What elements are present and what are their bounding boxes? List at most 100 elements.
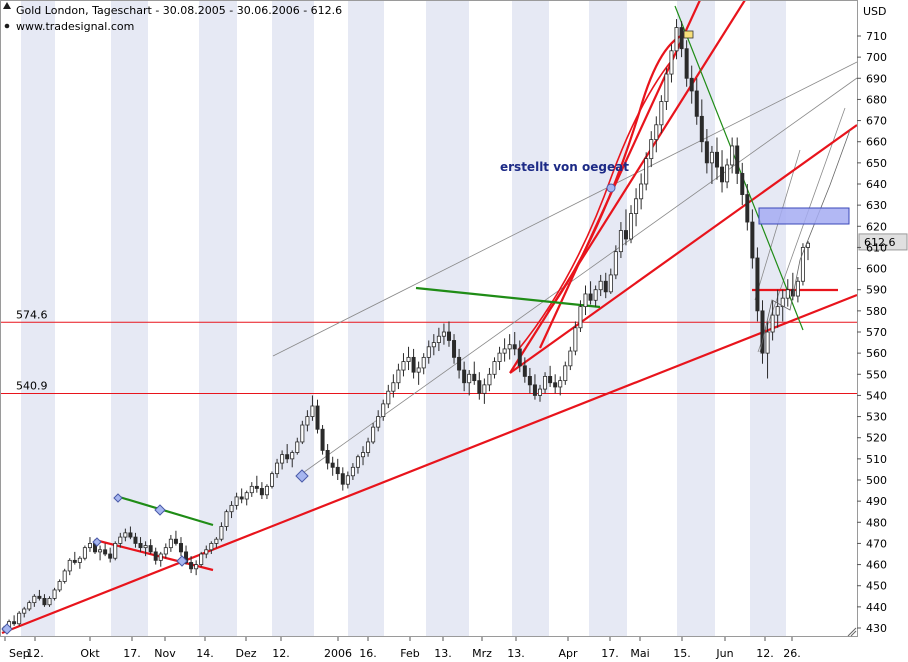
candle-body bbox=[361, 452, 366, 458]
candle-body bbox=[543, 375, 548, 390]
arrow-up-icon bbox=[3, 2, 11, 9]
candle-body bbox=[143, 545, 148, 549]
candle-body bbox=[527, 375, 532, 386]
candle-body bbox=[325, 449, 330, 464]
candle-body bbox=[103, 549, 108, 555]
chart-title: Gold London, Tageschart - 30.08.2005 - 3… bbox=[16, 4, 342, 17]
candle-body bbox=[158, 553, 163, 561]
candle-body bbox=[750, 221, 755, 259]
y-tick-label: 710 bbox=[866, 30, 887, 43]
candle-body bbox=[608, 274, 613, 293]
candle-body bbox=[330, 462, 335, 468]
candle-body bbox=[674, 27, 679, 52]
y-tick-label: 650 bbox=[866, 157, 887, 170]
candle-body bbox=[62, 570, 67, 582]
annotation-text: erstellt von oegeat bbox=[500, 160, 629, 174]
candle-body bbox=[371, 426, 376, 443]
candle-body bbox=[780, 297, 785, 308]
candle-body bbox=[583, 293, 588, 308]
channel-line bbox=[754, 149, 801, 301]
x-tick-label: 14. bbox=[196, 647, 214, 660]
x-tick-label: 12. bbox=[272, 647, 290, 660]
candle-body bbox=[452, 340, 457, 358]
candle-body bbox=[760, 310, 765, 354]
price-candles bbox=[2, 19, 811, 633]
x-tick-label: Apr bbox=[558, 647, 578, 660]
candle-body bbox=[699, 115, 704, 143]
candle-body bbox=[315, 405, 320, 430]
y-tick-label: 670 bbox=[866, 115, 887, 128]
candle-body bbox=[517, 348, 522, 367]
candle-body bbox=[416, 367, 421, 373]
candle-body bbox=[300, 424, 305, 443]
candle-body bbox=[77, 557, 82, 563]
candle-body bbox=[259, 488, 264, 496]
candle-body bbox=[264, 485, 269, 496]
y-tick-label: 490 bbox=[866, 495, 887, 508]
level-label: 574.6 bbox=[16, 308, 48, 321]
candle-body bbox=[214, 538, 219, 544]
candle-body bbox=[532, 384, 537, 396]
candle-body bbox=[98, 549, 103, 553]
candle-body bbox=[613, 251, 618, 276]
y-tick-label: 480 bbox=[866, 516, 887, 529]
y-tick-label: 500 bbox=[866, 474, 887, 487]
time-band bbox=[348, 1, 384, 637]
diamond-marker bbox=[113, 493, 123, 503]
last-price-label: 612.6 bbox=[864, 236, 896, 249]
x-tick-label: 15. bbox=[673, 647, 691, 660]
y-tick-label: 630 bbox=[866, 199, 887, 212]
y-tick-label: 690 bbox=[866, 72, 887, 85]
candle-body bbox=[376, 416, 381, 428]
candle-body bbox=[441, 331, 446, 337]
chart-header: Gold London, Tageschart - 30.08.2005 - 3… bbox=[3, 2, 342, 33]
candle-body bbox=[649, 139, 654, 160]
candle-body bbox=[446, 331, 451, 341]
candle-body bbox=[118, 536, 123, 544]
trend-line bbox=[517, 59, 673, 351]
candle-body bbox=[568, 350, 573, 367]
time-band bbox=[426, 1, 469, 637]
candle-body bbox=[770, 314, 775, 333]
candle-body bbox=[538, 388, 543, 396]
candle-body bbox=[694, 90, 699, 117]
candle-body bbox=[133, 536, 138, 544]
candle-body bbox=[148, 545, 153, 553]
candle-body bbox=[507, 344, 512, 350]
trend-lines bbox=[1, 0, 858, 635]
diamond-marker bbox=[176, 555, 188, 567]
candle-body bbox=[335, 466, 340, 475]
candle-body bbox=[654, 124, 659, 141]
y-tick-label: 580 bbox=[866, 305, 887, 318]
x-tick-label: Jun bbox=[715, 647, 733, 660]
last-price-tag bbox=[858, 233, 908, 251]
candle-body bbox=[745, 194, 750, 223]
candle-body bbox=[664, 73, 669, 102]
x-tick-label: 2006 bbox=[324, 647, 352, 660]
y-tick-label: 510 bbox=[866, 453, 887, 466]
candle-body bbox=[634, 198, 639, 215]
candle-body bbox=[644, 158, 649, 185]
candle-body bbox=[431, 342, 436, 348]
x-tick-label: Mrz bbox=[472, 647, 492, 660]
candle-body bbox=[735, 145, 740, 174]
candle-body bbox=[755, 257, 760, 312]
candle-body bbox=[436, 335, 441, 343]
chart-source: www.tradesignal.com bbox=[16, 20, 134, 33]
time-band bbox=[272, 1, 314, 637]
candle-body bbox=[37, 595, 42, 599]
candle-body bbox=[553, 382, 558, 388]
y-tick-label: 440 bbox=[866, 601, 887, 614]
x-tick-label: 12. bbox=[26, 647, 44, 660]
candle-body bbox=[310, 405, 315, 417]
x-tick-label: Dez bbox=[235, 647, 256, 660]
candle-body bbox=[285, 454, 290, 460]
candle-body bbox=[548, 375, 553, 384]
candle-body bbox=[714, 151, 719, 168]
candle-body bbox=[173, 538, 178, 544]
square-marker bbox=[683, 30, 694, 39]
candle-body bbox=[168, 538, 173, 549]
candle-body bbox=[800, 247, 805, 282]
y-tick-label: 570 bbox=[866, 326, 887, 339]
